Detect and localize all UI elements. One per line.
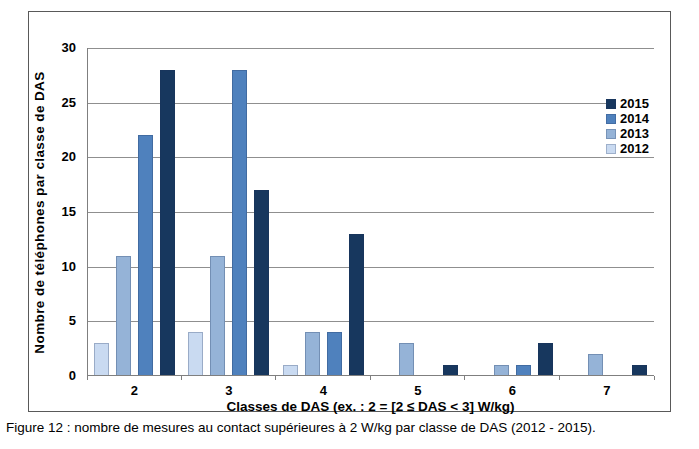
x-axis-title: Classes de DAS (ex. : 2 = [2 ≤ DAS < 3] … <box>87 399 654 414</box>
y-tick-label-5: 5 <box>42 313 76 329</box>
x-tick-label-5: 5 <box>371 383 466 399</box>
x-axis-line <box>87 375 654 376</box>
y-tick-label-30: 30 <box>42 40 76 56</box>
bar-group-class-2 <box>87 48 182 376</box>
legend-swatch-2013 <box>606 129 616 139</box>
legend-label-2013: 2013 <box>620 126 649 141</box>
bar-2015-class-4 <box>349 234 364 376</box>
bar-2013-class-5 <box>399 343 414 376</box>
x-axis-tick <box>464 376 465 380</box>
legend-swatch-2012 <box>606 144 616 154</box>
figure-box: Nombre de téléphones par classe de DAS 0… <box>28 11 671 412</box>
plot-area <box>87 48 654 376</box>
bar-2013-class-2 <box>116 256 131 376</box>
bar-2013-class-7 <box>588 354 603 376</box>
y-tick-label-25: 25 <box>42 95 76 111</box>
legend-label-2014: 2014 <box>620 111 649 126</box>
bar-group-class-5 <box>371 48 466 376</box>
y-tick-label-15: 15 <box>42 204 76 220</box>
bar-2015-class-2 <box>160 70 175 376</box>
bar-group-class-3 <box>182 48 277 376</box>
x-axis-tick <box>87 376 88 380</box>
x-tick-label-7: 7 <box>560 383 655 399</box>
x-tick-label-3: 3 <box>182 383 277 399</box>
bar-2014-class-2 <box>138 135 153 376</box>
x-tick-label-2: 2 <box>87 383 182 399</box>
legend: 2015201420132012 <box>606 96 664 156</box>
bar-2012-class-2 <box>94 343 109 376</box>
legend-label-2012: 2012 <box>620 141 649 156</box>
bar-2013-class-4 <box>305 332 320 376</box>
bar-2015-class-6 <box>538 343 553 376</box>
bar-2012-class-3 <box>188 332 203 376</box>
x-axis-tick <box>181 376 182 380</box>
y-tick-label-10: 10 <box>42 259 76 275</box>
x-axis-tick <box>654 376 655 380</box>
x-axis-tick <box>275 376 276 380</box>
legend-item-2014: 2014 <box>606 111 664 126</box>
legend-label-2015: 2015 <box>620 96 649 111</box>
bar-2015-class-3 <box>254 190 269 376</box>
legend-item-2013: 2013 <box>606 126 664 141</box>
x-axis-tick <box>370 376 371 380</box>
figure-caption: Figure 12 : nombre de mesures au contact… <box>6 420 696 435</box>
legend-item-2012: 2012 <box>606 141 664 156</box>
x-tick-label-4: 4 <box>276 383 371 399</box>
bar-2013-class-3 <box>210 256 225 376</box>
bar-group-class-6 <box>465 48 560 376</box>
legend-item-2015: 2015 <box>606 96 664 111</box>
bar-group-class-4 <box>276 48 371 376</box>
bar-2014-class-3 <box>232 70 247 376</box>
legend-swatch-2014 <box>606 114 616 124</box>
y-tick-label-20: 20 <box>42 149 76 165</box>
legend-swatch-2015 <box>606 99 616 109</box>
x-axis-tick <box>559 376 560 380</box>
bar-2014-class-4 <box>327 332 342 376</box>
x-tick-label-6: 6 <box>465 383 560 399</box>
y-tick-label-0: 0 <box>42 368 76 384</box>
